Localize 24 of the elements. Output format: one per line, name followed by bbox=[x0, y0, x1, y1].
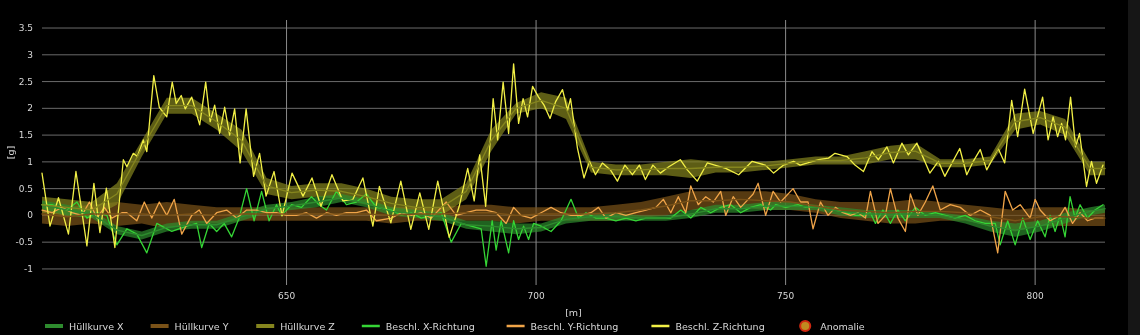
legend-label: Beschl. X-Richtung bbox=[385, 320, 475, 332]
y-tick-label: 3.5 bbox=[18, 23, 33, 34]
y-tick-label: 3 bbox=[27, 49, 33, 60]
y-tick-label: -0.5 bbox=[15, 237, 33, 248]
x-axis-title: [m] bbox=[565, 307, 582, 318]
legend-label: Beschl. Z-Richtung bbox=[675, 320, 765, 332]
legend-label: Hüllkurve Z bbox=[280, 320, 336, 332]
x-tick-label: 650 bbox=[277, 291, 296, 301]
y-tick-label: -1 bbox=[24, 263, 33, 274]
y-tick-label: 2.5 bbox=[18, 76, 33, 87]
y-tick-label: 1.5 bbox=[18, 130, 33, 141]
legend-label: Hüllkurve Y bbox=[174, 320, 229, 332]
line-series bbox=[41, 63, 1104, 249]
y-tick-label: 0.5 bbox=[18, 183, 33, 194]
legend-label: Beschl. Y-Richtung bbox=[530, 320, 619, 332]
y-tick-label: 2 bbox=[27, 103, 33, 114]
y-tick-label: 0 bbox=[27, 210, 34, 221]
legend-label: Anomalie bbox=[820, 320, 865, 332]
x-tick-label: 700 bbox=[527, 291, 545, 301]
x-tick-label: 800 bbox=[1026, 291, 1044, 301]
x-tick-label: 750 bbox=[777, 291, 795, 301]
y-axis-title: [g] bbox=[5, 145, 16, 160]
legend-label: Hüllkurve X bbox=[69, 320, 125, 332]
y-tick-label: 1 bbox=[27, 156, 33, 167]
